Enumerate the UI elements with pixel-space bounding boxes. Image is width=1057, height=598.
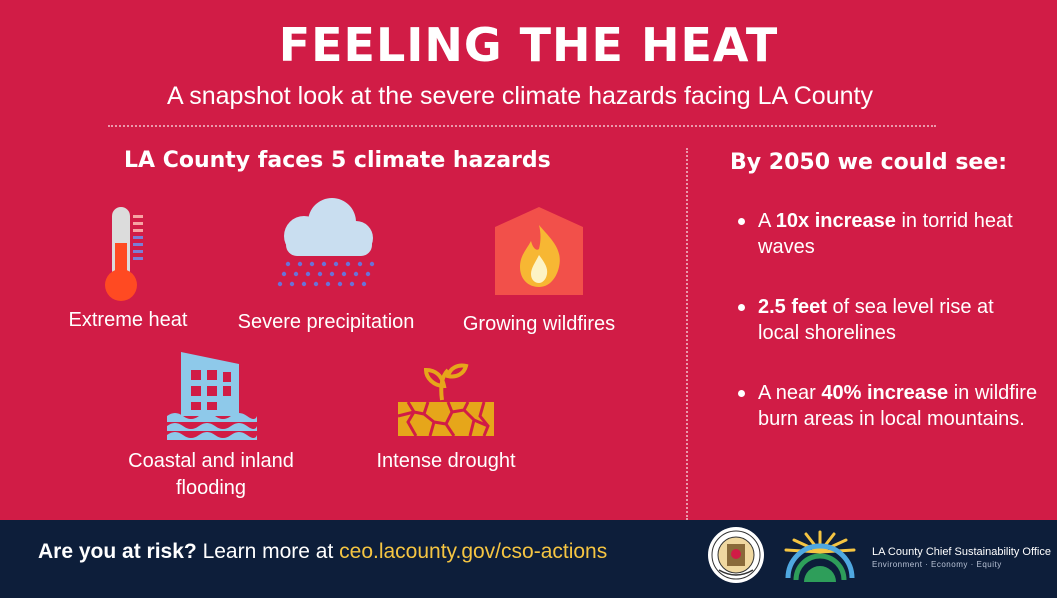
forecast-heading: By 2050 we could see: bbox=[730, 150, 1008, 175]
cta-link[interactable]: ceo.lacounty.gov/cso-actions bbox=[339, 540, 608, 563]
horizontal-divider bbox=[108, 125, 936, 127]
drought-icon bbox=[397, 363, 494, 437]
hazard-label: Extreme heat bbox=[68, 309, 188, 331]
county-seal-icon bbox=[708, 527, 764, 583]
hazard-extreme-heat: Extreme heat bbox=[58, 205, 198, 334]
call-to-action: Are you at risk? Learn more at ceo.lacou… bbox=[38, 540, 607, 564]
hazard-label: Intense drought bbox=[376, 450, 516, 472]
hazard-growing-wildfires: Growing wildfires bbox=[449, 205, 629, 338]
forecast-item-heat-waves: A 10x increase in torrid heat waves bbox=[738, 208, 1038, 260]
fire-icon bbox=[495, 207, 583, 295]
cta-text: Learn more at bbox=[196, 540, 340, 563]
vertical-divider bbox=[686, 148, 688, 520]
page-subtitle: A snapshot look at the severe climate ha… bbox=[167, 82, 873, 110]
forecast-item-sea-level: 2.5 feet of sea level rise at local shor… bbox=[738, 294, 1038, 346]
org-name: LA County Chief Sustainability Office bbox=[872, 546, 1051, 558]
thermometer-icon bbox=[105, 207, 143, 301]
cta-question: Are you at risk? bbox=[38, 540, 197, 563]
rain-cloud-icon bbox=[277, 198, 375, 287]
forecast-list: A 10x increase in torrid heat waves 2.5 … bbox=[738, 208, 1038, 466]
page-title: FEELING THE HEAT bbox=[278, 18, 779, 72]
hazard-label: Growing wildfires bbox=[462, 313, 616, 335]
hazard-label: Coastal and inland flooding bbox=[128, 450, 294, 499]
org-tagline: Environment · Economy · Equity bbox=[872, 560, 1002, 569]
sustainability-logo-icon bbox=[784, 530, 856, 582]
bullet-icon bbox=[738, 390, 745, 397]
hazard-coastal-inland-flooding: Coastal and inland flooding bbox=[116, 352, 306, 502]
flooded-building-icon bbox=[167, 352, 257, 440]
forecast-item-wildfire-burn: A near 40% increase in wildfire burn are… bbox=[738, 380, 1038, 432]
footer-bar: Are you at risk? Learn more at ceo.lacou… bbox=[0, 520, 1057, 598]
hazard-intense-drought: Intense drought bbox=[368, 362, 524, 475]
bullet-icon bbox=[738, 304, 745, 311]
hazard-severe-precipitation: Severe precipitation bbox=[226, 198, 426, 336]
hazard-label: Severe precipitation bbox=[237, 311, 415, 333]
bullet-icon bbox=[738, 218, 745, 225]
hazards-heading: LA County faces 5 climate hazards bbox=[124, 148, 551, 173]
